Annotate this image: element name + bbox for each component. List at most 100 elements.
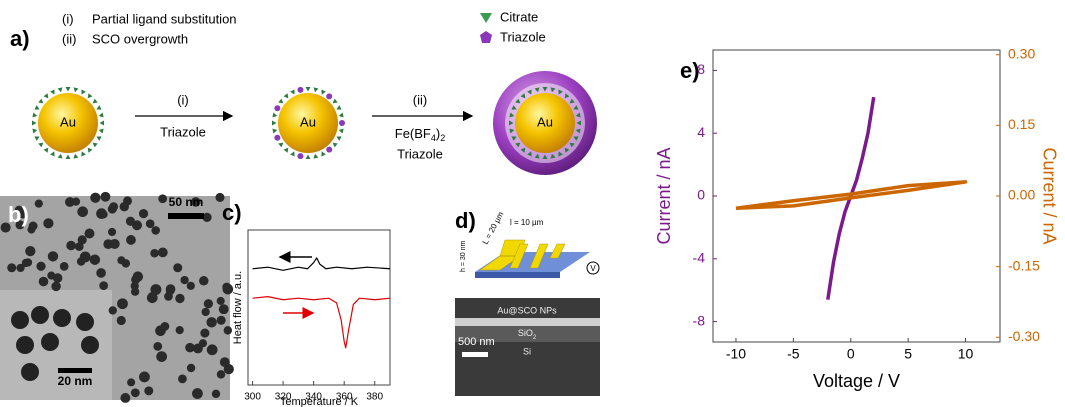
particle	[153, 342, 162, 351]
citrate	[58, 87, 64, 92]
particle	[175, 294, 184, 303]
np-layer	[455, 318, 600, 326]
scale-text: 20 nm	[58, 374, 93, 388]
particle	[224, 326, 232, 334]
figure: a) (i) Partial ligand substitution (ii) …	[0, 0, 1065, 407]
x-tick-label: -10	[726, 346, 746, 362]
citrate	[306, 155, 311, 160]
particle	[219, 304, 229, 314]
particle	[166, 286, 175, 295]
x-axis-title: Temperature / K	[280, 396, 359, 407]
citrate	[319, 89, 325, 95]
y2-axis-title: Current / nA	[1039, 147, 1059, 244]
triazole	[297, 153, 303, 159]
scale-bar	[168, 213, 204, 219]
citrate	[32, 128, 37, 134]
citrate	[44, 93, 51, 100]
particle	[132, 220, 142, 230]
particle	[217, 297, 225, 305]
particle	[77, 206, 88, 217]
particle	[76, 313, 94, 331]
particle	[187, 282, 195, 290]
citrate	[32, 113, 37, 119]
triazole	[339, 120, 345, 126]
y2-tick-label: 0.15	[1008, 116, 1035, 132]
particle	[21, 363, 39, 381]
particle	[90, 193, 100, 203]
particle	[66, 241, 76, 251]
x-tick-label: 5	[904, 346, 912, 362]
particle	[90, 255, 100, 265]
panel-d: d) V l = 10 µm L = 20 µm h = 30 nm Au@SC…	[455, 208, 600, 396]
dim-label: l = 10 µm	[510, 218, 544, 227]
particle	[84, 229, 94, 239]
arrow-label: Triazole	[160, 124, 206, 139]
x-tick-label: 380	[366, 392, 383, 403]
citrate	[86, 146, 93, 153]
citrate	[272, 128, 277, 134]
panel-label: d)	[455, 208, 476, 233]
particle	[36, 262, 45, 271]
particle	[217, 370, 226, 379]
particle	[99, 281, 108, 290]
citrate	[32, 121, 37, 126]
y-tick-label: -8	[693, 312, 706, 328]
particle	[108, 228, 116, 236]
particle	[192, 388, 203, 399]
y-axis-title: Current / nA	[654, 147, 674, 244]
particle	[48, 251, 58, 261]
citrate	[290, 150, 296, 156]
citrate	[278, 99, 285, 106]
arrow-label: Triazole	[397, 146, 443, 161]
citrate	[91, 99, 98, 106]
y2-tick-label: -0.15	[1008, 257, 1040, 273]
particle	[109, 306, 117, 314]
series-line	[253, 258, 390, 270]
citrate	[66, 87, 71, 92]
arrow-label: (i)	[177, 92, 189, 107]
particle	[22, 259, 30, 267]
step-text: SCO overgrowth	[92, 31, 188, 46]
meter-label: V	[590, 264, 596, 273]
citrate	[38, 141, 45, 148]
particle	[144, 386, 153, 395]
particle	[146, 219, 155, 228]
y2-tick-label: 0.00	[1008, 187, 1035, 203]
scale-text: 500 nm	[458, 336, 495, 348]
citrate	[319, 150, 325, 156]
particle	[80, 252, 91, 263]
particle	[60, 262, 69, 271]
x-tick-label: 10	[958, 346, 974, 362]
citrate	[73, 153, 79, 158]
particle	[81, 336, 99, 354]
particle	[176, 326, 184, 334]
particle-label: Au	[300, 114, 316, 129]
panel-b: b) 50 nm 20 nm	[0, 192, 234, 403]
particle	[148, 292, 156, 300]
citrate	[44, 146, 51, 153]
citrate	[73, 87, 79, 92]
arrow-label: (ii)	[413, 92, 427, 107]
particle	[139, 371, 150, 382]
citrate	[272, 113, 277, 119]
particle	[103, 239, 113, 249]
particle	[178, 374, 187, 383]
citrate	[95, 134, 101, 140]
panel-label: b)	[8, 202, 29, 227]
particle	[72, 198, 80, 206]
particle	[127, 378, 135, 386]
particle	[199, 339, 207, 347]
particle	[101, 192, 111, 202]
scale-bar	[58, 368, 92, 373]
particle	[11, 311, 29, 329]
y-tick-label: 0	[697, 187, 705, 203]
reagent: Fe(BF4)2	[395, 126, 446, 143]
particle	[47, 272, 55, 280]
panel-a: a) (i) Partial ligand substitution (ii) …	[10, 9, 597, 175]
x-tick-label: 0	[847, 346, 855, 362]
layer-label: Si	[523, 346, 531, 356]
particle	[51, 282, 61, 292]
particle	[180, 276, 188, 284]
particle	[185, 343, 195, 353]
